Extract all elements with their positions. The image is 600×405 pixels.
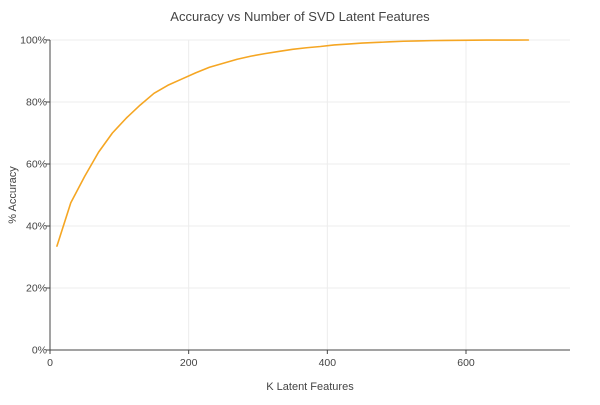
y-tick-label: 40% bbox=[26, 221, 47, 233]
y-axis-label: % Accuracy bbox=[7, 166, 19, 224]
y-axis-ticks: 0% 20% 40% 60% 80% 100% bbox=[20, 35, 50, 357]
x-tick-label: 600 bbox=[457, 357, 475, 369]
y-tick-label: 20% bbox=[26, 283, 47, 295]
y-tick-label: 80% bbox=[26, 97, 47, 109]
axes bbox=[49, 40, 570, 351]
series-layer bbox=[56, 39, 530, 247]
chart-title: Accuracy vs Number of SVD Latent Feature… bbox=[170, 9, 430, 24]
y-tick-label: 100% bbox=[20, 35, 47, 47]
y-tick-label: 60% bbox=[26, 159, 47, 171]
x-axis-label: K Latent Features bbox=[266, 381, 354, 393]
x-tick-label: 0 bbox=[47, 357, 53, 369]
y-tick-label: 0% bbox=[32, 345, 47, 357]
x-tick-label: 200 bbox=[180, 357, 198, 369]
x-tick-label: 400 bbox=[319, 357, 337, 369]
x-axis-ticks: 0 200 400 600 bbox=[47, 350, 475, 369]
accuracy-series-line bbox=[56, 39, 530, 247]
gridlines bbox=[50, 39, 570, 350]
